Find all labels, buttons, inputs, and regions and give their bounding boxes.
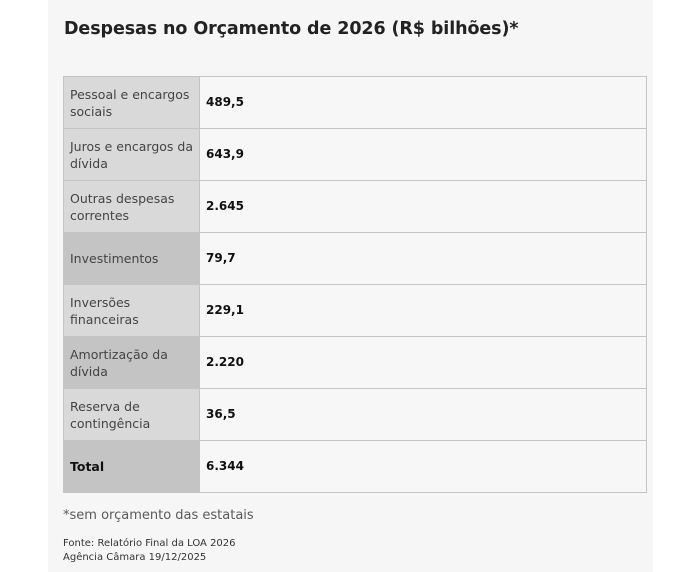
row-value: 2.645 [199, 180, 647, 233]
source-credits: Fonte: Relatório Final da LOA 2026 Agênc… [63, 537, 236, 565]
row-label: Inversões financeiras [63, 284, 200, 337]
budget-table: Pessoal e encargos sociais 489,5 Juros e… [63, 76, 647, 493]
total-row: Total 6.344 [63, 440, 647, 493]
total-label: Total [63, 440, 200, 493]
row-label: Outras despesas correntes [63, 180, 200, 233]
table-row: Investimentos 79,7 [63, 232, 647, 285]
page-title: Despesas no Orçamento de 2026 (R$ bilhõe… [64, 19, 519, 39]
row-label: Investimentos [63, 232, 200, 285]
row-label: Amortização da dívida [63, 336, 200, 389]
credit-line: Agência Câmara 19/12/2025 [63, 552, 207, 563]
table-row: Reserva de contingência 36,5 [63, 388, 647, 441]
row-value: 79,7 [199, 232, 647, 285]
row-value: 36,5 [199, 388, 647, 441]
row-value: 643,9 [199, 128, 647, 181]
table-row: Inversões financeiras 229,1 [63, 284, 647, 337]
table-row: Outras despesas correntes 2.645 [63, 180, 647, 233]
row-label: Pessoal e encargos sociais [63, 76, 200, 129]
row-value: 229,1 [199, 284, 647, 337]
total-value: 6.344 [199, 440, 647, 493]
row-label: Reserva de contingência [63, 388, 200, 441]
table-row: Pessoal e encargos sociais 489,5 [63, 76, 647, 129]
footnote: *sem orçamento das estatais [63, 508, 254, 523]
table-row: Amortização da dívida 2.220 [63, 336, 647, 389]
source-line: Fonte: Relatório Final da LOA 2026 [63, 538, 236, 549]
row-value: 2.220 [199, 336, 647, 389]
row-label: Juros e encargos da dívida [63, 128, 200, 181]
table-row: Juros e encargos da dívida 643,9 [63, 128, 647, 181]
row-value: 489,5 [199, 76, 647, 129]
